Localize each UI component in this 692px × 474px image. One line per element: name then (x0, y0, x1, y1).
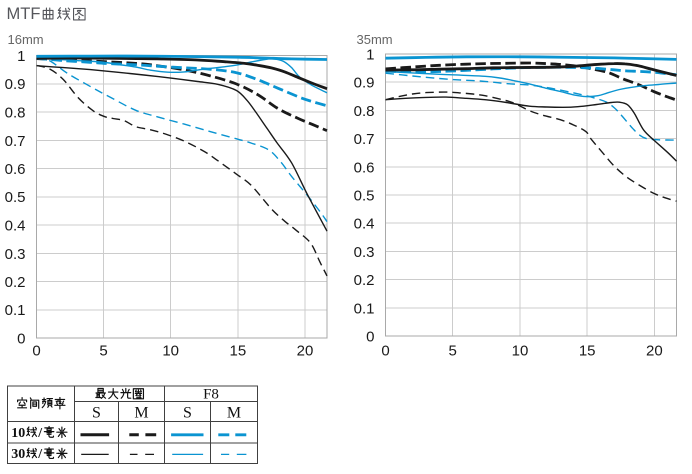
svg-text:1: 1 (366, 47, 374, 64)
svg-text:0: 0 (32, 343, 40, 360)
svg-text:10: 10 (162, 343, 179, 360)
svg-text:0: 0 (381, 343, 389, 360)
svg-text:M: M (134, 405, 148, 422)
svg-text:/: / (37, 426, 43, 441)
svg-text:0.3: 0.3 (5, 246, 26, 263)
svg-text:F8: F8 (203, 386, 219, 402)
svg-text:5: 5 (449, 343, 457, 360)
svg-text:0: 0 (366, 329, 374, 346)
svg-text:0.1: 0.1 (354, 300, 375, 317)
svg-text:10: 10 (11, 426, 25, 441)
svg-text:15: 15 (230, 343, 247, 360)
svg-text:0.2: 0.2 (354, 272, 375, 289)
svg-text:0.7: 0.7 (5, 133, 26, 150)
svg-text:0.2: 0.2 (5, 274, 26, 291)
svg-text:0.9: 0.9 (5, 76, 26, 93)
svg-text:0.7: 0.7 (354, 131, 375, 148)
svg-text:0.6: 0.6 (5, 161, 26, 178)
svg-text:0: 0 (17, 331, 25, 348)
svg-text:0.4: 0.4 (5, 218, 26, 235)
svg-text:S: S (183, 405, 192, 422)
svg-text:35mm: 35mm (357, 32, 393, 47)
svg-text:MTF: MTF (7, 5, 41, 23)
svg-text:5: 5 (99, 343, 107, 360)
svg-text:10: 10 (512, 343, 529, 360)
svg-text:1: 1 (17, 48, 25, 65)
svg-text:S: S (92, 405, 101, 422)
svg-text:16mm: 16mm (8, 32, 44, 47)
svg-text:0.8: 0.8 (5, 105, 26, 122)
svg-text:0.9: 0.9 (354, 75, 375, 92)
svg-text:0.1: 0.1 (5, 302, 26, 319)
svg-text:0.3: 0.3 (354, 244, 375, 261)
svg-text:20: 20 (646, 343, 663, 360)
svg-text:15: 15 (579, 343, 596, 360)
svg-text:0.6: 0.6 (354, 159, 375, 176)
svg-text:M: M (227, 405, 241, 422)
svg-text:0.4: 0.4 (354, 216, 375, 233)
svg-text:/: / (37, 447, 43, 462)
svg-text:0.8: 0.8 (354, 103, 375, 120)
svg-text:20: 20 (297, 343, 314, 360)
svg-text:0.5: 0.5 (5, 189, 26, 206)
svg-text:30: 30 (11, 447, 25, 462)
svg-text:0.5: 0.5 (354, 188, 375, 205)
